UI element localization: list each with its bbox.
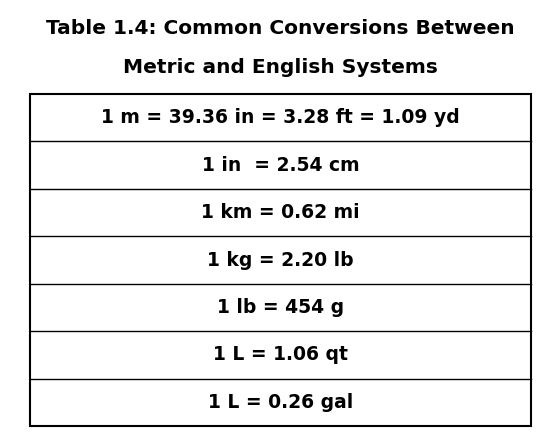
Text: 1 L = 1.06 qt: 1 L = 1.06 qt — [213, 345, 348, 364]
Text: Metric and English Systems: Metric and English Systems — [123, 58, 438, 77]
Text: Table 1.4: Common Conversions Between: Table 1.4: Common Conversions Between — [46, 19, 515, 38]
Bar — [30, 94, 531, 426]
Text: 1 m = 39.36 in = 3.28 ft = 1.09 yd: 1 m = 39.36 in = 3.28 ft = 1.09 yd — [101, 108, 460, 127]
Text: 1 lb = 454 g: 1 lb = 454 g — [217, 298, 344, 317]
Text: 1 km = 0.62 mi: 1 km = 0.62 mi — [201, 203, 360, 222]
Text: 1 L = 0.26 gal: 1 L = 0.26 gal — [208, 393, 353, 412]
Text: 1 kg = 2.20 lb: 1 kg = 2.20 lb — [207, 250, 354, 270]
Text: 1 in  = 2.54 cm: 1 in = 2.54 cm — [202, 156, 359, 175]
